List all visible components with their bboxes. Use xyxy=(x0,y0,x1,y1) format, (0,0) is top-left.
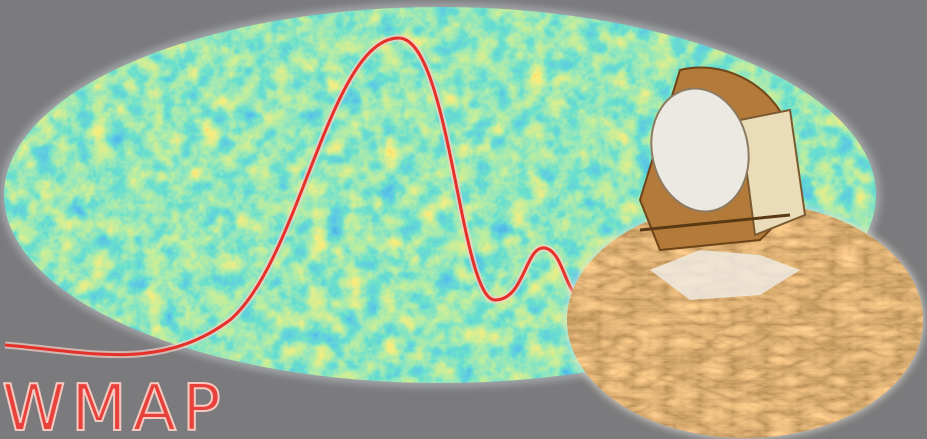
logo-text: WMAP xyxy=(2,372,227,439)
satellite xyxy=(565,66,925,439)
